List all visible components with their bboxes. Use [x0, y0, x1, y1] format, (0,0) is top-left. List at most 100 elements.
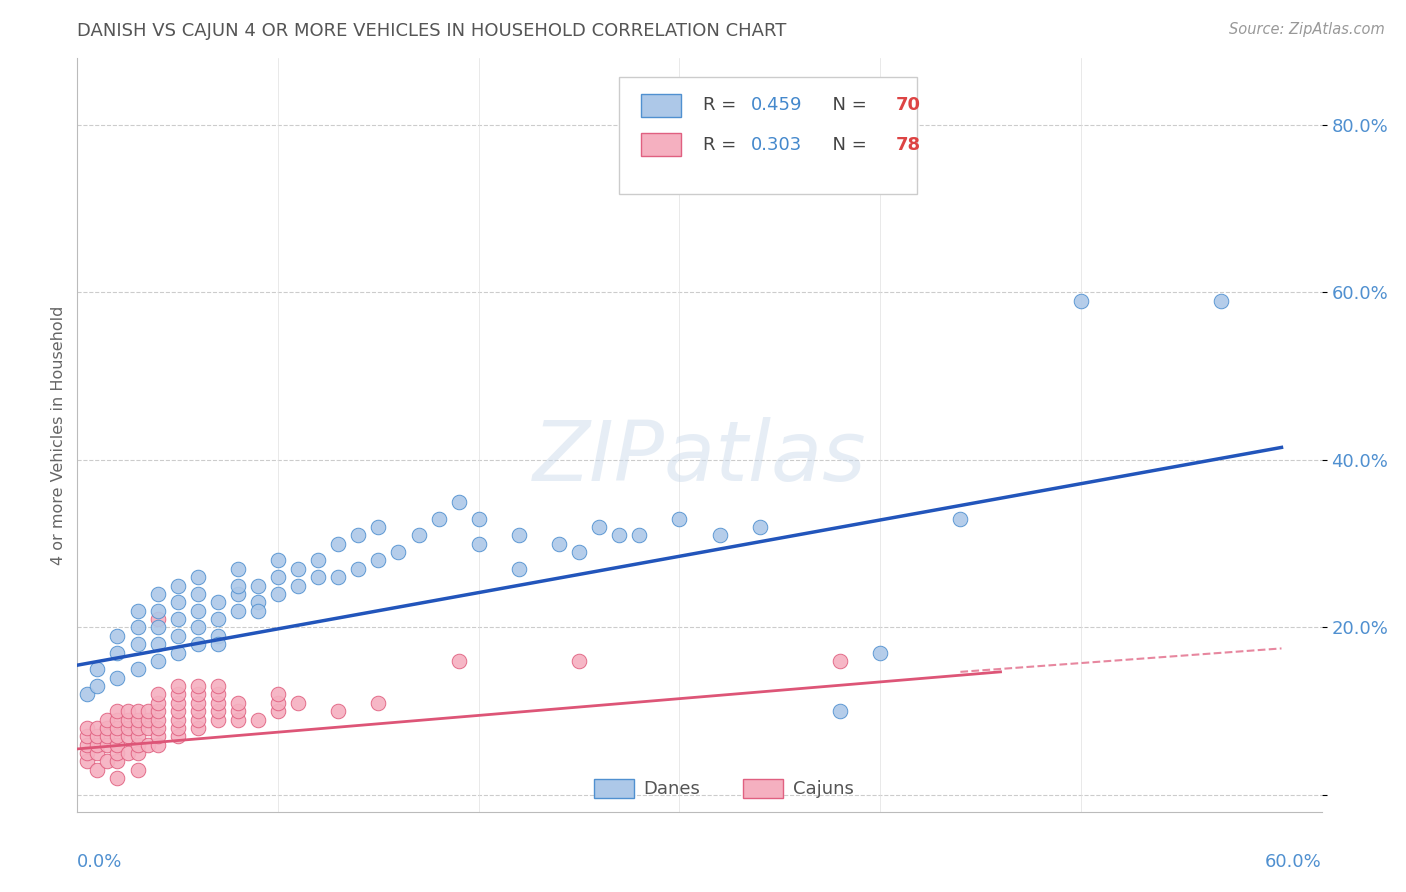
- Text: Source: ZipAtlas.com: Source: ZipAtlas.com: [1229, 22, 1385, 37]
- Point: [207, 688, 229, 702]
- Point: [207, 629, 229, 643]
- Point: [127, 738, 149, 752]
- Point: [127, 620, 149, 634]
- Point: [187, 679, 209, 693]
- Point: [267, 587, 290, 601]
- Text: ZIPatlas: ZIPatlas: [533, 417, 866, 498]
- Point: [187, 570, 209, 584]
- Point: [467, 511, 489, 525]
- Point: [117, 713, 139, 727]
- Point: [76, 738, 98, 752]
- Point: [347, 528, 370, 542]
- Point: [127, 746, 149, 760]
- Point: [76, 721, 98, 735]
- Point: [1211, 293, 1233, 308]
- Point: [146, 688, 169, 702]
- Point: [86, 679, 108, 693]
- Point: [328, 537, 350, 551]
- Point: [226, 704, 249, 718]
- Point: [136, 704, 159, 718]
- FancyBboxPatch shape: [641, 95, 681, 117]
- Point: [146, 696, 169, 710]
- Point: [127, 662, 149, 676]
- Point: [568, 545, 591, 559]
- Point: [226, 604, 249, 618]
- Point: [166, 679, 188, 693]
- Point: [146, 604, 169, 618]
- Point: [96, 738, 118, 752]
- Point: [146, 713, 169, 727]
- Point: [166, 688, 188, 702]
- Point: [107, 771, 129, 785]
- Point: [127, 704, 149, 718]
- Point: [107, 755, 129, 769]
- Text: DANISH VS CAJUN 4 OR MORE VEHICLES IN HOUSEHOLD CORRELATION CHART: DANISH VS CAJUN 4 OR MORE VEHICLES IN HO…: [77, 22, 787, 40]
- Point: [246, 595, 269, 609]
- Point: [748, 520, 770, 534]
- Text: Cajuns: Cajuns: [793, 780, 853, 798]
- Point: [146, 730, 169, 744]
- Point: [86, 721, 108, 735]
- Point: [117, 730, 139, 744]
- Point: [287, 578, 309, 592]
- Y-axis label: 4 or more Vehicles in Household: 4 or more Vehicles in Household: [51, 305, 66, 565]
- Point: [136, 721, 159, 735]
- Point: [166, 713, 188, 727]
- Point: [508, 562, 530, 576]
- Point: [568, 654, 591, 668]
- Point: [166, 612, 188, 626]
- Point: [127, 721, 149, 735]
- Point: [828, 704, 851, 718]
- Text: R =: R =: [703, 96, 742, 114]
- Point: [628, 528, 651, 542]
- Text: 0.303: 0.303: [751, 136, 801, 153]
- Point: [96, 755, 118, 769]
- Point: [107, 738, 129, 752]
- Point: [287, 562, 309, 576]
- Text: R =: R =: [703, 136, 742, 153]
- Point: [588, 520, 610, 534]
- Point: [187, 637, 209, 651]
- Point: [267, 570, 290, 584]
- Point: [607, 528, 630, 542]
- Point: [328, 704, 350, 718]
- Point: [367, 696, 389, 710]
- Text: 78: 78: [896, 136, 921, 153]
- Point: [246, 713, 269, 727]
- Point: [207, 612, 229, 626]
- Text: 70: 70: [896, 96, 921, 114]
- Point: [146, 637, 169, 651]
- Point: [127, 730, 149, 744]
- Point: [367, 520, 389, 534]
- Point: [226, 696, 249, 710]
- Point: [347, 562, 370, 576]
- Point: [387, 545, 409, 559]
- Point: [207, 679, 229, 693]
- Point: [107, 746, 129, 760]
- Point: [187, 721, 209, 735]
- Point: [307, 570, 329, 584]
- Point: [107, 713, 129, 727]
- Point: [146, 738, 169, 752]
- Point: [246, 578, 269, 592]
- Point: [166, 646, 188, 660]
- Point: [709, 528, 731, 542]
- Point: [267, 553, 290, 567]
- Point: [267, 688, 290, 702]
- Point: [166, 578, 188, 592]
- Point: [447, 495, 470, 509]
- Point: [187, 688, 209, 702]
- FancyBboxPatch shape: [619, 77, 917, 194]
- Point: [548, 537, 571, 551]
- Point: [226, 713, 249, 727]
- Point: [146, 704, 169, 718]
- Point: [166, 629, 188, 643]
- Point: [107, 704, 129, 718]
- Point: [136, 713, 159, 727]
- Point: [107, 730, 129, 744]
- Point: [107, 671, 129, 685]
- Point: [127, 604, 149, 618]
- Point: [166, 696, 188, 710]
- Point: [166, 721, 188, 735]
- Point: [246, 604, 269, 618]
